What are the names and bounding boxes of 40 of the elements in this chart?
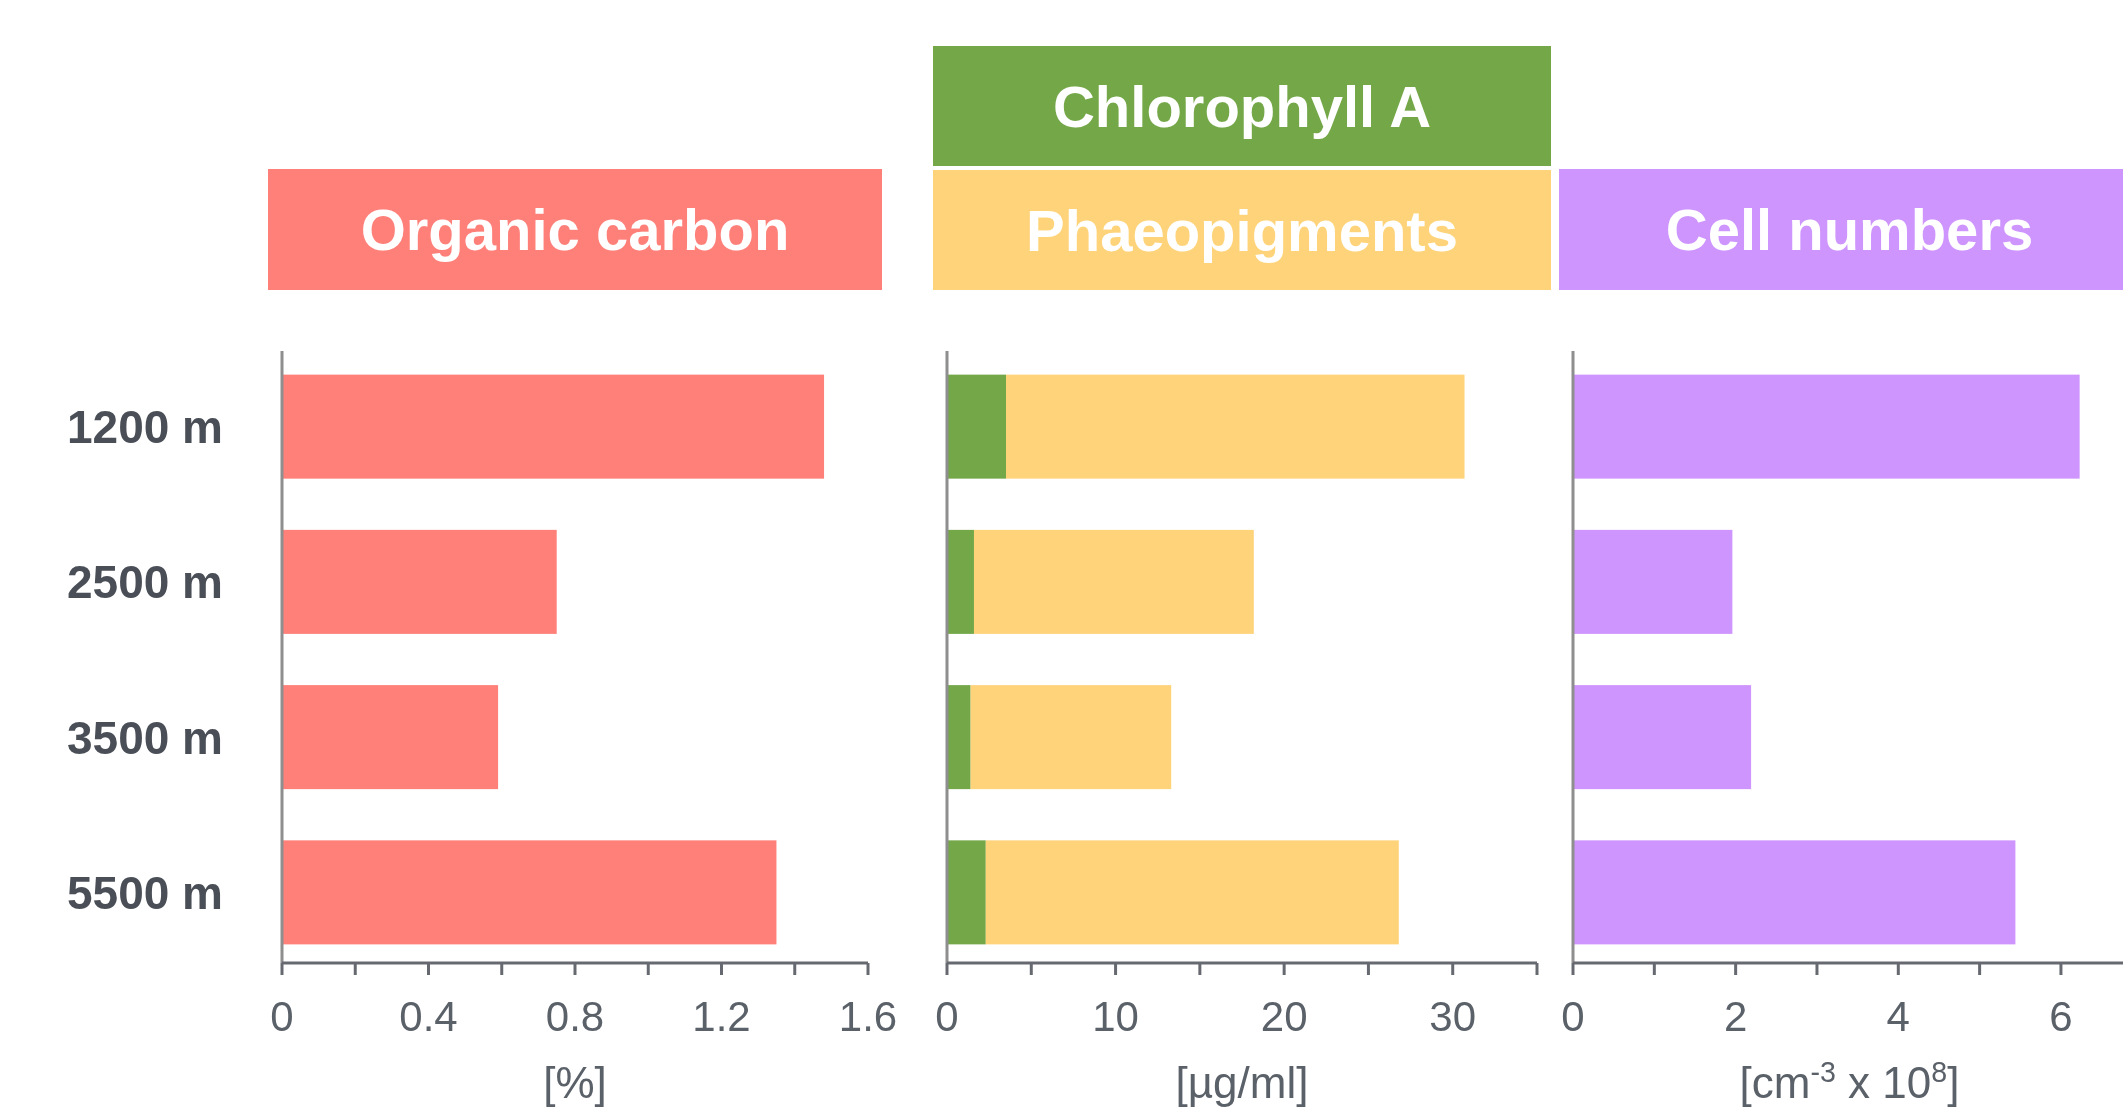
x-tick-label: 1.6 <box>838 993 898 1040</box>
x-tick-label: 0 <box>270 993 294 1040</box>
bar <box>1573 374 2080 479</box>
x-tick-label: 0 <box>1561 993 1585 1040</box>
x-tick-label: 0.4 <box>399 993 458 1040</box>
bar <box>1573 685 1752 790</box>
x-axis-title: [%] <box>543 1058 607 1107</box>
y-tick-label: 3500 m <box>66 711 223 764</box>
chart-title: Cell numbers <box>1665 197 2034 263</box>
bar <box>973 529 1254 634</box>
x-tick-label: 6 <box>2049 993 2073 1040</box>
bar <box>947 685 971 790</box>
x-tick-label: 1.2 <box>692 993 751 1040</box>
x-tick-label: 4 <box>1886 993 1910 1040</box>
x-tick-label: 2 <box>1723 993 1748 1040</box>
bar <box>985 840 1399 945</box>
x-axis-title: [µg/ml] <box>1175 1058 1309 1107</box>
bar <box>1006 374 1465 479</box>
bar <box>282 374 825 479</box>
x-tick-label: 0 <box>935 993 959 1040</box>
bar <box>282 529 557 634</box>
x-tick-label: 30 <box>1429 993 1477 1040</box>
y-tick-label: 2500 m <box>66 556 223 609</box>
x-tick-label: 10 <box>1092 993 1139 1040</box>
y-tick-label: 5500 m <box>66 866 223 919</box>
bar <box>947 840 986 945</box>
bar <box>1573 840 2016 945</box>
text: Chlorophyll A <box>1052 73 1432 139</box>
series-label: Phaeopigments <box>1026 197 1458 263</box>
bar <box>282 840 777 945</box>
x-axis-title: [cm$^{-3}$ x 10$^{8}$] <box>1739 1056 1960 1107</box>
bar <box>1573 529 1733 634</box>
chart-title: Organic carbon <box>360 197 790 263</box>
x-tick-label: 0.8 <box>545 993 605 1040</box>
y-tick-label: 1200 m <box>66 401 223 454</box>
bar <box>947 374 1006 479</box>
x-tick-label: 20 <box>1260 993 1308 1040</box>
bar <box>947 529 974 634</box>
bar <box>282 685 499 790</box>
bar <box>970 685 1172 790</box>
